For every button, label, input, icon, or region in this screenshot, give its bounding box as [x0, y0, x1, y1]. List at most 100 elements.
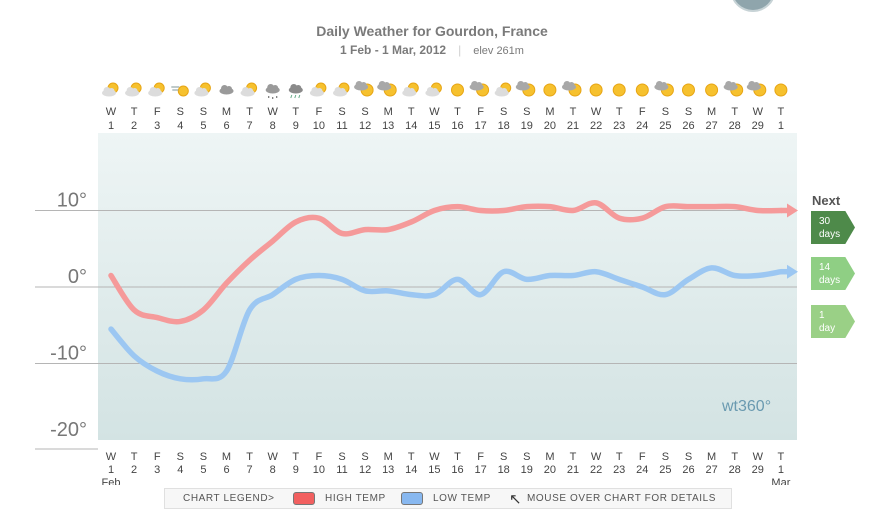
date-label: 22	[590, 464, 602, 476]
weekday-label: F	[639, 451, 646, 463]
rain-cloud-icon	[288, 84, 303, 99]
date-label: 26	[682, 464, 694, 476]
date-label: 23	[613, 120, 625, 132]
partly-sunny-icon	[402, 82, 419, 97]
partly-sunny-icon	[148, 82, 165, 97]
sunny-rain-icon	[469, 81, 490, 97]
nav-button-unit: days	[819, 274, 841, 286]
weekday-label: F	[477, 451, 484, 463]
date-label: 8	[270, 120, 276, 132]
date-label: 7	[247, 120, 253, 132]
weekday-label: S	[662, 106, 669, 118]
weekday-label: T	[408, 106, 415, 118]
weekday-label: S	[200, 106, 207, 118]
date-label: 24	[636, 464, 648, 476]
sunny-rain-icon	[377, 81, 397, 97]
weekday-label: T	[454, 106, 461, 118]
weekday-label: S	[177, 106, 184, 118]
weekday-label: F	[316, 106, 323, 118]
date-label: 10	[313, 120, 325, 132]
weekday-label: S	[177, 451, 184, 463]
sunny-rain-icon	[562, 81, 582, 97]
subtitle-separator: |	[458, 43, 462, 57]
weekday-label: M	[222, 451, 231, 463]
date-label: 14	[405, 464, 417, 476]
weekday-label: T	[731, 451, 738, 463]
weekday-label: S	[685, 451, 692, 463]
month-start-label: Feb	[102, 477, 121, 485]
date-label: 1	[108, 464, 114, 476]
date-label: 22	[590, 120, 602, 132]
weekday-label: S	[500, 106, 507, 118]
date-label: 26	[682, 120, 694, 132]
nav-button-unit: days	[819, 228, 841, 240]
bottom-day-labels: W1T2F3S4S5M6T7W8T9F10S11S12M13T14W15T16F…	[102, 451, 791, 485]
weekday-label: F	[316, 451, 323, 463]
date-label: 27	[705, 464, 717, 476]
sunny-icon	[635, 83, 649, 97]
date-label: 25	[659, 464, 671, 476]
weekday-label: T	[292, 451, 299, 463]
legend-swatch-low	[401, 492, 423, 505]
next-1-day-button[interactable]: 1 day	[811, 305, 855, 338]
next-30-days-button[interactable]: 30 days	[811, 211, 855, 244]
weekday-label: F	[477, 106, 484, 118]
weekday-label: M	[384, 451, 393, 463]
legend-swatch-high	[293, 492, 315, 505]
date-label: 4	[177, 464, 183, 476]
sunny-rain-icon	[746, 81, 767, 97]
y-tick-label: 0°	[68, 266, 87, 288]
date-label: 15	[428, 120, 440, 132]
nav-button-unit: day	[819, 322, 836, 334]
date-label: 6	[223, 464, 229, 476]
partly-sunny-icon	[102, 82, 119, 97]
date-label: 16	[451, 120, 463, 132]
date-label: 8	[270, 464, 276, 476]
weekday-label: S	[500, 451, 507, 463]
y-axis-ticks: 10° 0° -10° -20°	[50, 190, 87, 442]
date-label: 29	[752, 120, 764, 132]
weekday-label: S	[361, 451, 368, 463]
weekday-label: S	[685, 106, 692, 118]
weekday-label: T	[616, 451, 623, 463]
date-label: 23	[613, 464, 625, 476]
nav-button-value: 14	[819, 261, 831, 273]
date-label: 10	[313, 464, 325, 476]
weekday-label: W	[268, 451, 279, 463]
weather-icon-row	[102, 81, 788, 99]
weekday-label: T	[454, 451, 461, 463]
date-label: 9	[293, 120, 299, 132]
weekday-label: M	[222, 106, 231, 118]
sunny-rain-icon	[354, 81, 374, 97]
date-label: 2	[131, 464, 137, 476]
weekday-label: W	[429, 451, 440, 463]
weather-chart[interactable]: 10°0°-10°-20° W1T2F3S4S5M6T7W8T9F10S11S1…	[0, 0, 884, 485]
high-temp-line	[108, 200, 784, 325]
next-14-days-button[interactable]: 14 days	[811, 257, 855, 290]
date-label: 3	[154, 120, 160, 132]
date-label: 19	[521, 464, 533, 476]
elevation: elev 261m	[473, 45, 524, 57]
sunny-rain-icon	[723, 81, 744, 97]
weekday-label: M	[707, 106, 716, 118]
weekday-label: S	[523, 106, 530, 118]
date-label: 12	[359, 464, 371, 476]
weekday-label: T	[570, 106, 577, 118]
date-label: 4	[177, 120, 183, 132]
partly-sunny-icon	[494, 82, 512, 97]
sunny-rain-icon	[515, 81, 536, 97]
partly-sunny-icon	[125, 82, 142, 97]
date-range: 1 Feb - 1 Mar, 2012	[340, 43, 447, 57]
partly-sunny-icon	[240, 82, 258, 97]
date-label: 27	[705, 120, 717, 132]
date-label: 5	[200, 464, 206, 476]
sunny-icon	[451, 83, 464, 97]
nav-button-value: 30	[819, 215, 831, 227]
partly-sunny-icon	[194, 82, 211, 97]
y-tick-label: -20°	[50, 419, 87, 441]
partly-sunny-icon	[333, 82, 350, 97]
date-label: 24	[636, 120, 648, 132]
weekday-label: T	[570, 451, 577, 463]
sunny-icon	[589, 83, 603, 97]
sunny-icon	[543, 83, 557, 97]
